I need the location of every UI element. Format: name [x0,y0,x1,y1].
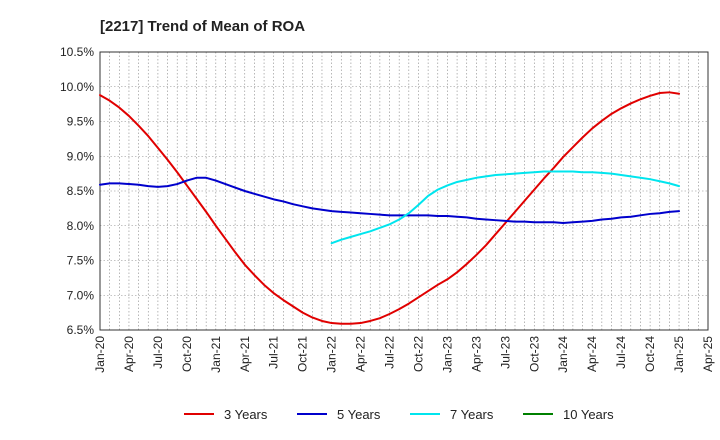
series-lines [99,91,681,325]
x-tick-label: Jan-24 [556,336,570,373]
y-tick-label: 6.5% [67,323,95,337]
series-line-7-years [330,170,681,245]
x-tick-label: Apr-25 [701,336,715,372]
x-tick-label: Jul-23 [498,336,512,369]
x-tick-label: Jan-22 [325,336,339,373]
y-tick-label: 10.5% [60,45,94,59]
x-tick-label: Oct-21 [296,336,310,372]
x-tick-label: Jul-20 [151,336,165,369]
y-tick-label: 7.0% [67,288,95,302]
y-tick-label: 10.0% [60,80,94,94]
x-tick-label: Oct-20 [180,336,194,372]
x-tick-label: Apr-24 [585,336,599,372]
x-axis-ticks: Jan-20 Apr-20 Jul-20 Oct-20 Jan-21 Apr-21 Jul-… [93,336,715,373]
x-tick-label: Oct-23 [527,336,541,372]
x-tick-label: Oct-22 [411,336,425,372]
y-tick-label: 7.5% [67,254,95,268]
x-tick-label: Jul-24 [614,336,628,369]
legend-label-3-years: 3 Years [224,407,268,422]
x-tick-label: Jan-25 [672,336,686,373]
chart-title: [2217] Trend of Mean of ROA [100,18,305,35]
y-axis-ticks: 6.5% 7.0% 7.5% 8.0% 8.5% 9.0% 9.5% 10.0% 10.5% [60,45,94,337]
series-line-3-years [99,91,681,325]
legend-label-10-years: 10 Years [563,407,614,422]
plot-area [99,51,709,331]
y-tick-label: 9.5% [67,115,95,129]
x-tick-label: Apr-22 [354,336,368,372]
legend-label-5-years: 5 Years [337,407,381,422]
y-tick-label: 8.0% [67,219,95,233]
x-tick-label: Apr-21 [238,336,252,372]
x-tick-label: Jan-23 [440,336,454,373]
x-tick-label: Apr-23 [469,336,483,372]
x-tick-label: Jul-22 [383,336,397,369]
y-tick-label: 9.0% [67,149,95,163]
x-tick-label: Jul-21 [267,336,281,369]
x-tick-label: Apr-20 [122,336,136,372]
legend-label-7-years: 7 Years [450,407,494,422]
x-tick-label: Jan-20 [93,336,107,373]
series-line-5-years [99,176,681,224]
x-tick-label: Oct-24 [643,336,657,372]
y-tick-label: 8.5% [67,184,95,198]
x-tick-label: Jan-21 [209,336,223,373]
legend: 3 Years 5 Years 7 Years 10 Years [184,407,614,422]
